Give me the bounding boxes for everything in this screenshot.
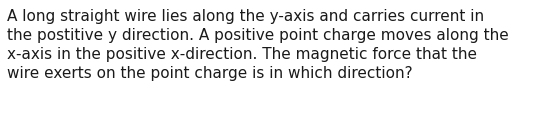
Text: A long straight wire lies along the y-axis and carries current in
the postitive : A long straight wire lies along the y-ax… (7, 9, 508, 81)
